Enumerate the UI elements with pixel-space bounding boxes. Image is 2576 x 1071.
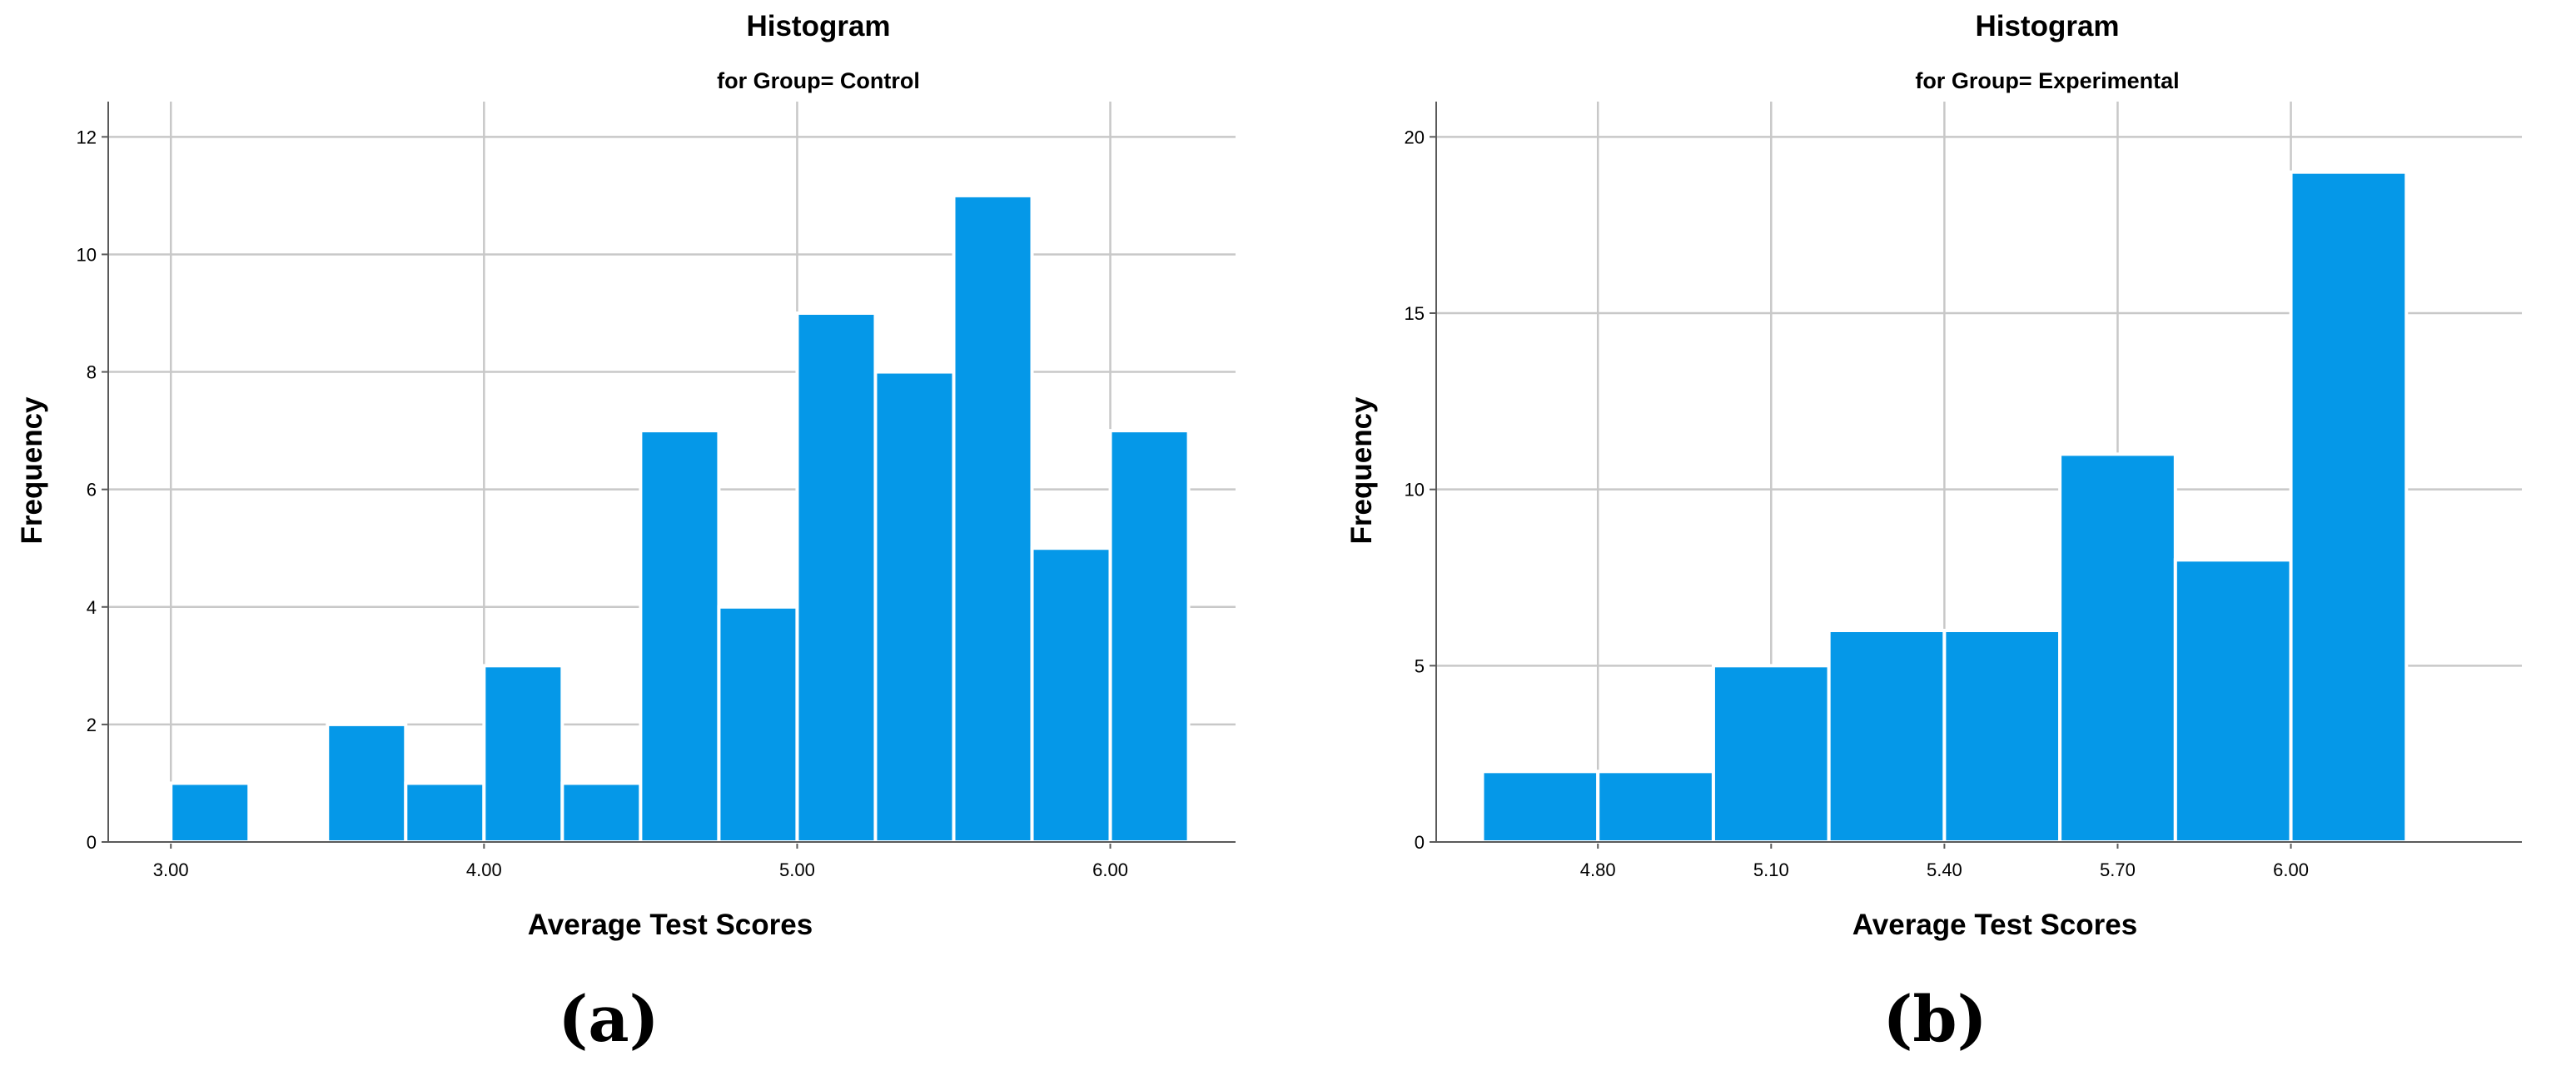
y-tick-label: 0: [1415, 832, 1425, 853]
y-tick-label: 12: [77, 127, 97, 147]
histogram-experimental-panel: Histogram for Group= Experimental 0 5 10 15…: [1345, 10, 2522, 1056]
histogram-bar: [326, 722, 408, 844]
histogram-control-panel: Histogram for Group= Control 0 2 4 6 8 10 12 3.…: [16, 10, 1236, 1056]
y-axis-label: Frequency: [1345, 396, 1378, 545]
histogram-bar: [1480, 770, 1600, 844]
histogram-bar: [169, 781, 251, 844]
x-tick-label: 4.00: [466, 859, 502, 880]
histogram-bar: [1942, 629, 2062, 844]
plot-area: 0 2 4 6 8 10 12 3.00 4.00 5.00 6.00: [77, 102, 1236, 880]
x-tick-label: 5.40: [1927, 859, 1962, 880]
x-tick-label: 5.00: [779, 859, 815, 880]
y-tick-label: 4: [87, 597, 97, 618]
histogram-bar: [2058, 452, 2177, 844]
histogram-bar: [873, 370, 956, 844]
y-tick-label: 10: [77, 244, 97, 265]
y-tick-label: 0: [87, 832, 97, 853]
histogram-bar: [952, 193, 1034, 844]
x-tick-label: 6.00: [2273, 859, 2309, 880]
histogram-bar: [2173, 558, 2293, 844]
x-tick-label: 3.00: [153, 859, 189, 880]
histogram-bar: [404, 781, 486, 844]
histogram-bar: [2289, 170, 2409, 844]
histogram-bar: [1827, 629, 1947, 844]
histogram-bar: [639, 429, 721, 844]
y-tick-label: 15: [1405, 303, 1425, 324]
y-tick-label: 6: [87, 480, 97, 501]
histogram-bar: [560, 781, 643, 844]
histogram-bar: [1108, 429, 1191, 844]
panel-label: (a): [558, 982, 659, 1056]
histogram-bar: [795, 311, 878, 844]
x-tick-label: 5.70: [2100, 859, 2136, 880]
histogram-bar: [717, 605, 799, 844]
histogram-bar: [1596, 770, 1715, 844]
x-tick-label: 5.10: [1753, 859, 1789, 880]
y-tick-label: 2: [87, 715, 97, 735]
panel-label: (b): [1882, 982, 1987, 1056]
histogram-bar: [482, 664, 564, 844]
chart-subtitle: for Group= Experimental: [1915, 68, 2179, 93]
x-axis-label: Average Test Scores: [1852, 909, 2137, 941]
chart-subtitle: for Group= Control: [717, 68, 920, 93]
y-axis-label: Frequency: [16, 396, 48, 545]
histogram-bar: [1711, 664, 1831, 844]
x-tick-label: 4.80: [1580, 859, 1616, 880]
y-tick-label: 10: [1405, 480, 1425, 501]
y-tick-label: 5: [1415, 655, 1425, 676]
x-tick-label: 6.00: [1092, 859, 1128, 880]
chart-title: Histogram: [746, 10, 890, 42]
plot-area: 0 5 10 15 20 4.80 5.10 5.40 5.70 6.00: [1405, 102, 2522, 880]
y-tick-label: 20: [1405, 127, 1425, 147]
y-tick-label: 8: [87, 362, 97, 383]
chart-title: Histogram: [1975, 10, 2119, 42]
histogram-bar: [1030, 546, 1112, 844]
x-axis-label: Average Test Scores: [528, 909, 813, 941]
